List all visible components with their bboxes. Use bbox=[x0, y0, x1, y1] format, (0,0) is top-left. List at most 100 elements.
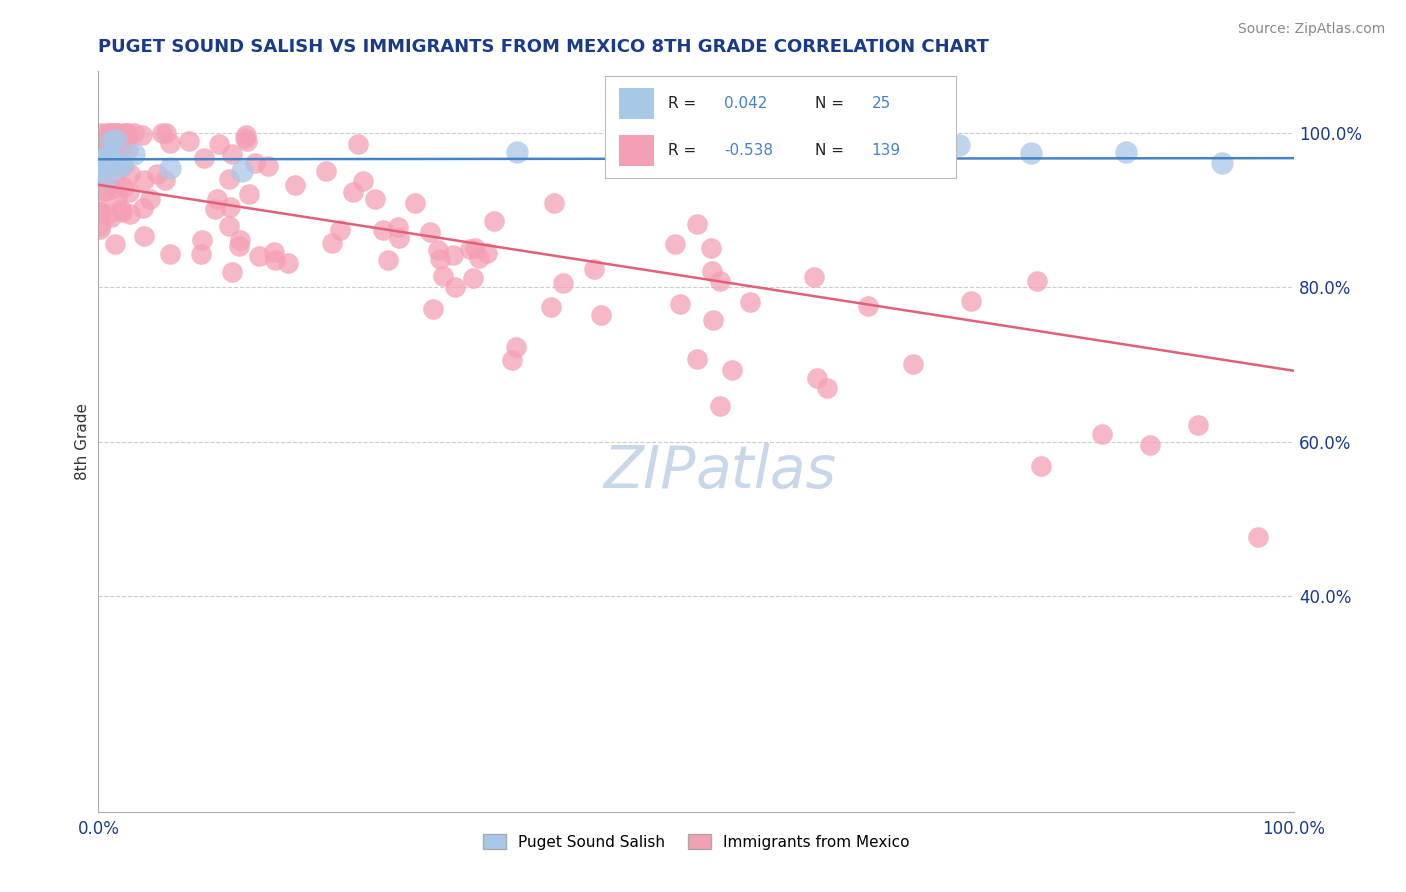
Point bbox=[100, 134, 122, 148]
Point bbox=[89, 161, 111, 176]
Point bbox=[236, 134, 259, 148]
Point bbox=[89, 169, 111, 183]
Point bbox=[89, 126, 111, 140]
Point bbox=[543, 195, 565, 210]
Point bbox=[90, 154, 112, 169]
Point bbox=[1029, 458, 1052, 473]
Point bbox=[803, 270, 825, 285]
Point bbox=[276, 256, 298, 270]
Point bbox=[461, 270, 484, 285]
Point bbox=[124, 146, 146, 161]
FancyBboxPatch shape bbox=[619, 136, 654, 166]
Point bbox=[104, 126, 127, 140]
Point bbox=[506, 145, 529, 160]
Text: atlas: atlas bbox=[696, 442, 837, 500]
Point bbox=[208, 137, 231, 152]
Point bbox=[419, 225, 441, 239]
Point bbox=[111, 205, 134, 219]
Point bbox=[342, 185, 364, 199]
Point bbox=[96, 169, 118, 184]
Point bbox=[179, 134, 201, 148]
Point bbox=[104, 133, 127, 147]
Point bbox=[105, 133, 128, 147]
Point bbox=[505, 340, 527, 354]
Point bbox=[1115, 145, 1137, 160]
Text: 139: 139 bbox=[872, 144, 901, 158]
Point bbox=[105, 126, 128, 140]
Point bbox=[700, 241, 723, 255]
Point bbox=[117, 185, 139, 199]
Text: Source: ZipAtlas.com: Source: ZipAtlas.com bbox=[1237, 22, 1385, 37]
Point bbox=[540, 300, 562, 314]
Point bbox=[122, 126, 145, 140]
Point bbox=[159, 136, 181, 150]
Point bbox=[243, 155, 266, 169]
Point bbox=[702, 312, 724, 326]
Point bbox=[235, 128, 257, 143]
Point bbox=[426, 243, 449, 257]
Point bbox=[104, 126, 127, 140]
Point bbox=[97, 152, 120, 166]
Legend: Puget Sound Salish, Immigrants from Mexico: Puget Sound Salish, Immigrants from Mexi… bbox=[477, 828, 915, 856]
Point bbox=[111, 157, 134, 171]
Point bbox=[103, 126, 125, 140]
Point bbox=[110, 139, 132, 153]
Text: N =: N = bbox=[815, 96, 845, 111]
Text: 25: 25 bbox=[872, 96, 891, 111]
Point bbox=[89, 205, 111, 219]
Text: R =: R = bbox=[668, 144, 696, 158]
Point bbox=[1091, 426, 1114, 441]
Point bbox=[96, 155, 118, 169]
Point bbox=[806, 370, 828, 384]
Point bbox=[583, 261, 606, 276]
Point bbox=[97, 159, 120, 173]
Point bbox=[388, 231, 411, 245]
Point bbox=[131, 128, 153, 142]
Point bbox=[721, 363, 744, 377]
Point bbox=[460, 242, 482, 256]
Point bbox=[117, 142, 139, 156]
Point bbox=[94, 162, 117, 177]
Point bbox=[101, 126, 124, 140]
Text: -0.538: -0.538 bbox=[724, 144, 773, 158]
Point bbox=[159, 247, 181, 261]
Point bbox=[104, 237, 127, 252]
Point bbox=[112, 126, 135, 140]
Point bbox=[1211, 156, 1233, 170]
Point bbox=[107, 126, 129, 140]
Point bbox=[132, 201, 155, 215]
Point bbox=[352, 174, 374, 188]
Point bbox=[139, 192, 162, 206]
Point bbox=[105, 190, 128, 204]
Point bbox=[263, 245, 285, 260]
Point bbox=[432, 268, 454, 283]
Point bbox=[108, 159, 131, 173]
Point bbox=[815, 380, 838, 394]
Point bbox=[405, 195, 427, 210]
Point bbox=[709, 399, 731, 413]
Point bbox=[551, 276, 574, 290]
Point bbox=[501, 353, 523, 368]
Point bbox=[96, 151, 118, 165]
Point bbox=[191, 233, 214, 247]
Point bbox=[89, 222, 111, 236]
Point bbox=[1019, 146, 1042, 161]
Point bbox=[100, 210, 122, 224]
Point bbox=[101, 182, 124, 196]
Point bbox=[205, 192, 228, 206]
Point bbox=[134, 172, 156, 186]
Point bbox=[110, 202, 132, 217]
Point bbox=[218, 171, 240, 186]
Point bbox=[221, 264, 243, 278]
Point bbox=[120, 167, 142, 181]
Text: PUGET SOUND SALISH VS IMMIGRANTS FROM MEXICO 8TH GRADE CORRELATION CHART: PUGET SOUND SALISH VS IMMIGRANTS FROM ME… bbox=[98, 38, 990, 56]
Point bbox=[146, 167, 169, 181]
Point bbox=[865, 157, 887, 171]
Point bbox=[482, 213, 505, 227]
Text: N =: N = bbox=[815, 144, 845, 158]
Point bbox=[100, 126, 122, 140]
Point bbox=[221, 147, 243, 161]
Point bbox=[94, 184, 117, 198]
Point bbox=[467, 251, 489, 265]
Point bbox=[190, 247, 212, 261]
